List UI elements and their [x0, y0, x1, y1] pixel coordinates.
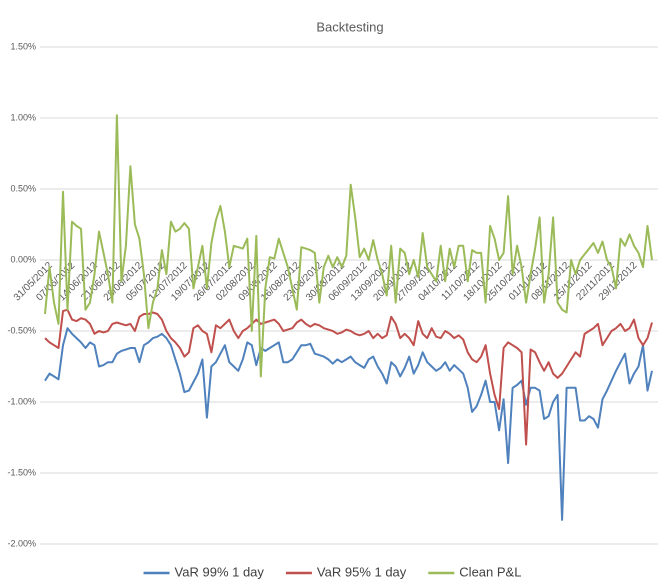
- y-tick-label: -0.50%: [7, 325, 36, 335]
- series-line: [44, 327, 653, 521]
- y-tick-label: 1.50%: [10, 41, 36, 51]
- y-tick-label: -1.00%: [7, 396, 36, 406]
- series-line: [44, 308, 653, 446]
- y-tick-label: -2.00%: [7, 538, 36, 548]
- y-tick-label: 0.00%: [10, 254, 36, 264]
- y-tick-label: 0.50%: [10, 183, 36, 193]
- legend-label: VaR 95% 1 day: [317, 564, 407, 579]
- chart-title: Backtesting: [316, 19, 383, 34]
- series-line: [44, 114, 653, 378]
- y-tick-label: 1.00%: [10, 112, 36, 122]
- legend: VaR 99% 1 day VaR 95% 1 day Clean P&L: [143, 564, 521, 579]
- legend-label: VaR 99% 1 day: [175, 564, 265, 579]
- legend-label: Clean P&L: [459, 564, 521, 579]
- y-tick-label: -1.50%: [7, 467, 36, 477]
